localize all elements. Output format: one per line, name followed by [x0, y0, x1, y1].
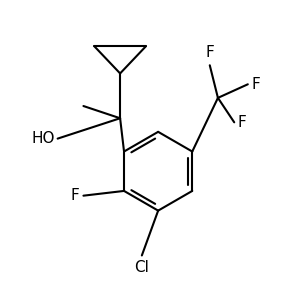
- Text: F: F: [206, 45, 214, 60]
- Text: F: F: [251, 77, 260, 92]
- Text: F: F: [238, 115, 246, 130]
- Text: Cl: Cl: [134, 260, 149, 275]
- Text: F: F: [70, 188, 80, 203]
- Text: HO: HO: [32, 131, 55, 146]
